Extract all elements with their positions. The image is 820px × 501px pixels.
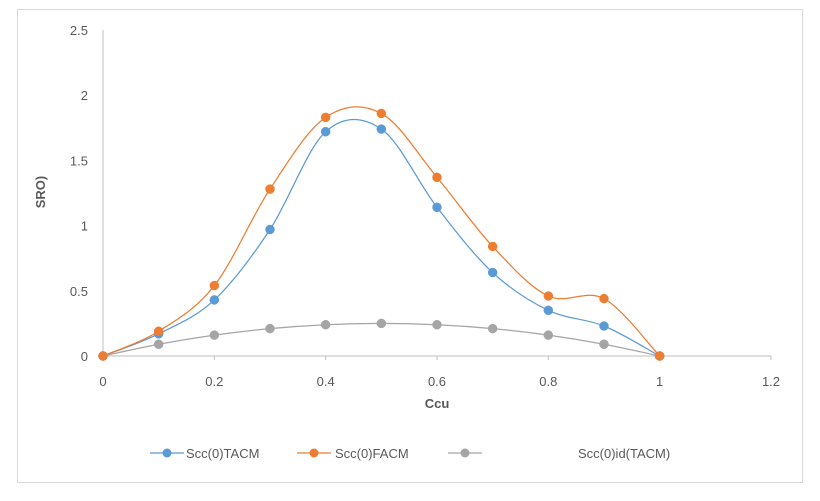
legend-label: Scc(0)id(TACM) [578, 446, 670, 461]
data-point [654, 351, 665, 361]
legend-item: Scc(0)TACM [150, 446, 259, 461]
x-tick-label: 0.6 [428, 374, 446, 389]
data-point [487, 267, 498, 278]
data-point [209, 330, 220, 340]
legend-marker [309, 448, 319, 458]
y-tick-label: 2 [81, 88, 88, 103]
data-point [599, 293, 609, 304]
y-tick-label: 0 [81, 349, 88, 364]
data-point [153, 326, 164, 336]
y-tick-label: 2.5 [70, 23, 88, 38]
data-point [487, 323, 498, 334]
legend-marker [162, 448, 172, 458]
data-point [153, 339, 164, 350]
data-point [320, 126, 331, 137]
series-Scc(0)FACM [98, 106, 665, 361]
data-point [432, 172, 442, 183]
data-point [487, 241, 498, 252]
chart-area [17, 9, 803, 483]
legend-item: Scc(0)id(TACM) [448, 446, 670, 461]
x-tick-label: 0 [99, 374, 106, 389]
series-layer [98, 106, 665, 361]
data-point [599, 321, 609, 331]
legend-label: Scc(0)FACM [335, 446, 409, 461]
data-point [209, 295, 220, 305]
x-tick-label: 1.2 [762, 374, 780, 389]
data-point [432, 319, 442, 330]
axes: 0 0.2 0.4 0.6 0.8 1 1.2 0 0.5 1 1.5 2 2.5 [70, 23, 780, 389]
data-point [98, 351, 108, 361]
legend-item: Scc(0)FACM [297, 446, 409, 461]
data-point [432, 202, 442, 213]
x-tick-label: 1 [656, 374, 663, 389]
data-point [376, 108, 387, 119]
data-point [543, 291, 554, 301]
legend-marker [460, 448, 470, 458]
series-Scc(0)id(TACM) [98, 318, 665, 361]
data-point [543, 305, 554, 316]
y-tick-label: 1.5 [70, 153, 88, 168]
data-point [376, 318, 387, 329]
series-line [102, 322, 660, 357]
data-point [265, 323, 275, 334]
y-axis-title: SRO) [33, 176, 48, 209]
x-axis-title: Ccu [425, 396, 450, 411]
x-tick-label: 0.4 [317, 374, 335, 389]
legend: Scc(0)TACM Scc(0)FACM Scc(0)id(TACM) [150, 446, 670, 461]
data-point [599, 339, 609, 350]
data-point [543, 330, 554, 340]
data-point [376, 124, 387, 134]
data-point [320, 319, 331, 330]
data-point [265, 224, 275, 235]
y-tick-label: 1 [81, 219, 88, 234]
y-tick-label: 0.5 [70, 284, 88, 299]
legend-label: Scc(0)TACM [186, 446, 259, 461]
x-tick-label: 0.2 [205, 374, 223, 389]
x-tick-label: 0.8 [539, 374, 557, 389]
data-point [265, 184, 275, 194]
data-point [320, 112, 331, 123]
data-point [209, 280, 220, 291]
